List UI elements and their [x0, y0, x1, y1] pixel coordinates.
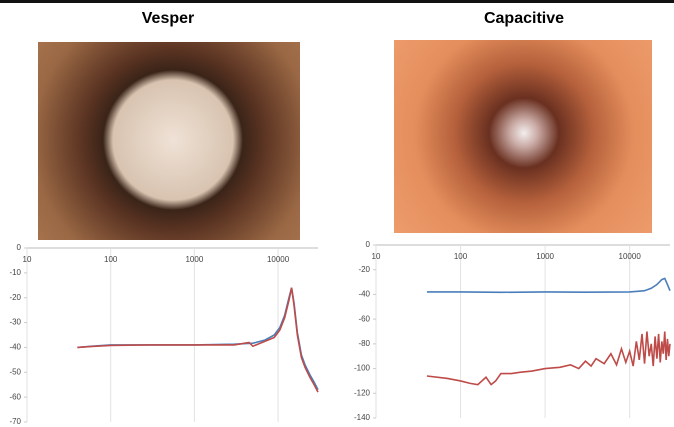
x-tick-label: 100 [454, 252, 468, 261]
x-tick-label: 100 [104, 255, 118, 264]
y-tick-label: -80 [358, 339, 370, 348]
x-tick-label: 1000 [185, 255, 203, 264]
y-tick-label: -20 [358, 265, 370, 274]
series-line [426, 331, 671, 386]
y-tick-label: 0 [17, 243, 22, 252]
y-tick-label: -50 [9, 367, 21, 376]
y-tick-label: -120 [354, 388, 371, 397]
y-tick-label: -140 [354, 413, 371, 422]
y-tick-label: -40 [9, 343, 21, 352]
top-border [0, 0, 674, 3]
y-tick-label: -10 [9, 268, 21, 277]
y-tick-label: 0 [366, 240, 371, 249]
y-tick-label: -20 [9, 293, 21, 302]
x-tick-label: 10000 [619, 252, 642, 261]
y-tick-label: -40 [358, 290, 370, 299]
chart-title: Capacitive [483, 10, 565, 27]
series-line [426, 277, 671, 294]
x-tick-label: 10 [23, 255, 32, 264]
vesper-photo [38, 42, 300, 240]
x-tick-label: 1000 [536, 252, 554, 261]
series-line [77, 287, 319, 393]
y-tick-label: -60 [9, 392, 21, 401]
x-tick-label: 10000 [267, 255, 290, 264]
chart-title: Vesper [141, 10, 195, 27]
y-tick-label: -60 [358, 314, 370, 323]
y-tick-label: -30 [9, 318, 21, 327]
capacitive-photo [394, 40, 652, 233]
series-line [77, 287, 319, 391]
y-tick-label: -70 [9, 417, 21, 426]
x-tick-label: 10 [372, 252, 381, 261]
y-tick-label: -100 [354, 364, 371, 373]
